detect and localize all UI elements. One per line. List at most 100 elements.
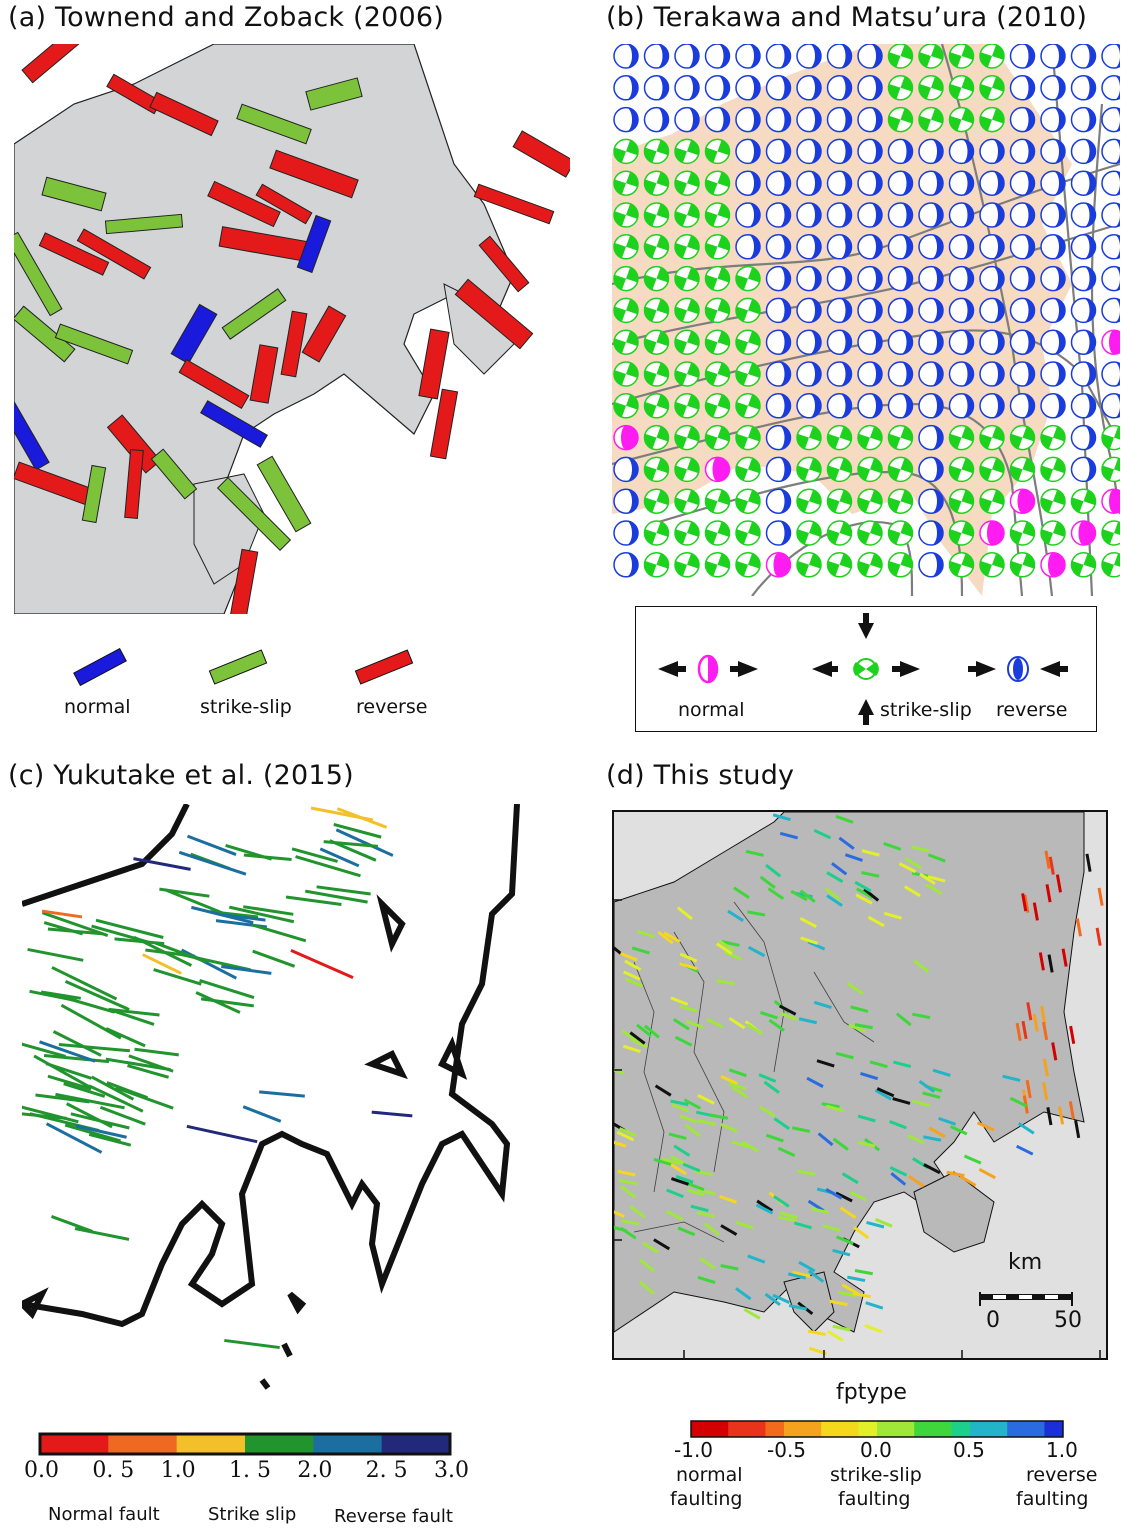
beachball-5-13 (1009, 202, 1036, 228)
beachball-6-8 (857, 234, 883, 260)
arrow-right-icon-2 (900, 661, 920, 677)
beachball-7-4 (735, 265, 761, 292)
beachball-5-2 (674, 202, 700, 228)
beachball-2-4 (735, 106, 761, 133)
beachball-11-10 (918, 393, 944, 419)
cbar-c-tick: 2.0 (297, 1458, 333, 1483)
beachball-9-6 (796, 329, 822, 355)
fptype-segment-138 (1032, 902, 1039, 921)
fault-segment-61 (64, 1123, 121, 1143)
beachball-13-15 (1070, 456, 1097, 483)
fptype-segment-137 (1038, 952, 1045, 971)
beachball-10-9 (887, 361, 914, 387)
fptype-segment-21 (614, 945, 623, 956)
beachball-12-16 (1101, 424, 1120, 451)
fptype-segment-76 (779, 1004, 797, 1016)
fptype-segment-182 (908, 1175, 925, 1188)
beachball-3-1 (643, 138, 670, 165)
beachball-5-4 (735, 202, 761, 228)
fptype-segment-263 (758, 1073, 777, 1083)
beachball-16-0 (613, 552, 639, 578)
beachball-10-7 (826, 361, 853, 387)
scale-unit: km (1008, 1250, 1043, 1275)
fptype-segment-73 (747, 910, 766, 917)
fault-segment-91 (74, 1227, 130, 1241)
beachball-0-4 (735, 44, 761, 69)
beachball-5-6 (796, 202, 822, 228)
stress-bar-7 (38, 232, 110, 276)
fptype-segment-58 (629, 1031, 646, 1045)
beachball-6-2 (674, 234, 700, 260)
beachball-15-7 (826, 520, 853, 546)
fptype-segment-162 (1025, 1079, 1032, 1099)
fptype-segment-135 (854, 1023, 873, 1030)
beachball-3-7 (826, 138, 853, 165)
arrow-up-icon (858, 699, 874, 715)
beachball-4-0 (613, 170, 639, 196)
beachball-16-6 (796, 552, 822, 578)
beachball-7-16 (1101, 265, 1120, 292)
stress-bar-32 (418, 328, 450, 400)
land-boso (913, 1171, 995, 1253)
panel-b-title: (b) Terakawa and Matsu’ura (2010) (606, 2, 1088, 33)
fptype-segment-128 (867, 915, 885, 928)
beachball-16-11 (948, 552, 975, 578)
beachball-6-9 (887, 234, 914, 260)
fptype-segment-100 (911, 1099, 931, 1108)
fault-segment-4 (127, 1064, 169, 1079)
fptype-segment-2 (621, 1029, 638, 1042)
beachball-7-0 (613, 265, 639, 292)
fptype-segment-31 (653, 1157, 672, 1166)
beachball-16-16 (1101, 552, 1120, 578)
beachball-4-14 (1040, 170, 1066, 196)
beachball-7-7 (826, 265, 853, 292)
beachball-15-4 (735, 520, 761, 546)
fptype-segment-186 (946, 1170, 965, 1178)
panel-a-stress-bars (14, 44, 570, 614)
panel-d-colorbar-graphic (690, 1420, 1064, 1438)
fptype-segment-261 (742, 1140, 759, 1153)
fptype-segment-129 (904, 857, 922, 870)
beachball-12-8 (857, 424, 883, 451)
beachball-2-15 (1070, 106, 1097, 133)
fault-segment-79 (55, 1092, 125, 1110)
fault-segment-55 (316, 885, 371, 896)
beachball-1-11 (948, 75, 975, 101)
fptype-segment-264 (704, 1222, 720, 1237)
beachball-16-13 (1009, 552, 1036, 578)
stress-bar-28 (150, 448, 198, 500)
cbar-d-tick: -1.0 (674, 1438, 714, 1462)
legend-strikeslip-bar (208, 649, 268, 685)
stress-bar-19 (249, 344, 279, 404)
beachball-6-16 (1101, 234, 1120, 260)
fptype-segment-164 (1068, 1101, 1075, 1120)
fptype-segment-158 (1040, 1005, 1047, 1025)
fptype-segment-177 (923, 1135, 942, 1142)
beachball-3-13 (1009, 138, 1036, 165)
beachball-9-13 (1009, 329, 1036, 355)
beachball-3-2 (674, 138, 700, 165)
fptype-segment-11 (622, 1044, 641, 1054)
beachball-8-4 (735, 297, 761, 324)
beachball-2-13 (1009, 106, 1036, 133)
beachball-2-16 (1101, 106, 1120, 133)
fptype-segment-270 (807, 1329, 826, 1336)
fault-segment-66 (91, 1075, 135, 1101)
arrow-down-icon (858, 623, 874, 639)
stress-bar-33 (429, 388, 459, 460)
beachball-9-2 (674, 329, 700, 355)
stress-bar-6 (104, 213, 184, 235)
beachball-7-14 (1040, 265, 1066, 292)
beachball-11-0 (613, 393, 639, 419)
cbar-c-swatch-2 (176, 1434, 246, 1454)
scale-tick-0: 0 (986, 1308, 1000, 1333)
beachball-8-16 (1101, 297, 1120, 324)
beachball-3-10 (918, 138, 944, 165)
beachball-2-10 (918, 106, 944, 133)
beachball-11-1 (643, 393, 670, 419)
beachball-14-14 (1040, 488, 1066, 514)
beachball-7-13 (1009, 265, 1036, 292)
stress-bar-26 (81, 464, 107, 524)
fptype-segment-244 (690, 1204, 709, 1213)
fptype-segment-205 (847, 1275, 866, 1283)
